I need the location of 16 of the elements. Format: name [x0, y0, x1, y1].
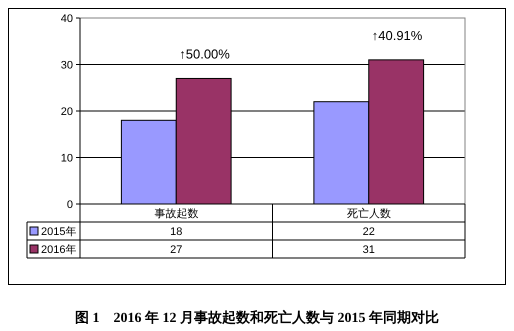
- data-label: 22: [362, 226, 375, 238]
- text: 图 1 2016 年 12 月事故起数和死亡人数与 2015 年同期对比: [75, 309, 439, 326]
- y-tick-label: 0: [66, 199, 73, 211]
- y-tick-label: 40: [60, 13, 73, 25]
- y-tick-label: 10: [60, 152, 73, 164]
- x-tick-label: 事故起数: [154, 207, 198, 220]
- y-tick-label: 30: [60, 60, 73, 72]
- x-tick-label: 死亡人数: [346, 207, 391, 220]
- legend-label: 2016年: [41, 244, 76, 256]
- data-label: 27: [170, 244, 182, 256]
- annotation: ↑50.00%: [179, 46, 230, 62]
- y-tick-label: 20: [60, 106, 73, 118]
- data-label: 18: [170, 226, 182, 238]
- data-label: 31: [362, 244, 375, 256]
- legend-label: 2015年: [41, 226, 76, 238]
- annotation: ↑40.91%: [372, 28, 423, 43]
